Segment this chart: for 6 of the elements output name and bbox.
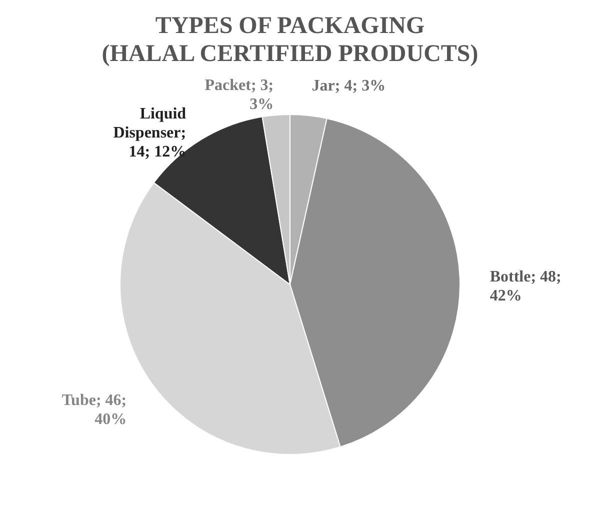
slice-label: Jar; 4; 3% <box>312 78 386 95</box>
slice-label: Liquid Dispenser; 14; 12% <box>113 106 186 161</box>
slice-label: Bottle; 48; 42% <box>490 268 562 304</box>
slice-label: Packet; 3; 3% <box>204 77 274 114</box>
chart-title: TYPES OF PACKAGING (HALAL CERTIFIED PRODUCTS) <box>102 13 478 67</box>
slice-label: Tube; 46; 40% <box>62 392 127 428</box>
